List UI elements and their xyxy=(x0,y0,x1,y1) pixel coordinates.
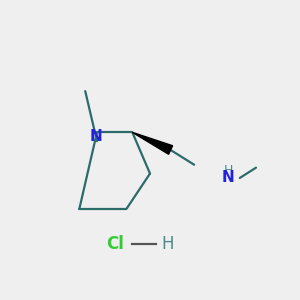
Text: N: N xyxy=(222,170,234,185)
Text: H: H xyxy=(223,164,233,177)
Polygon shape xyxy=(132,132,172,154)
Text: H: H xyxy=(161,235,174,253)
Text: N: N xyxy=(89,129,102,144)
Text: Cl: Cl xyxy=(106,235,124,253)
